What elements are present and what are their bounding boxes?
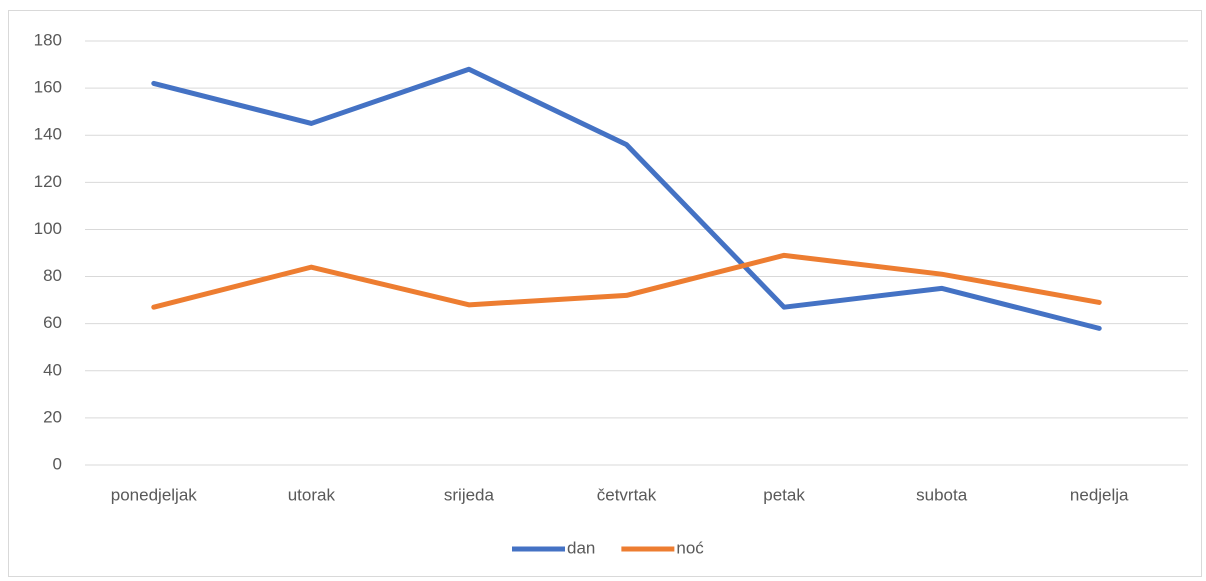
- x-tick-label: utorak: [288, 485, 336, 504]
- series-line: [151, 66, 1102, 331]
- x-tick-label: subota: [916, 485, 968, 504]
- y-tick-label: 0: [53, 454, 62, 473]
- legend-label: noć: [676, 538, 704, 557]
- series-line: [151, 252, 1102, 310]
- x-tick-label: petak: [763, 485, 805, 504]
- y-tick-label: 140: [34, 125, 62, 144]
- x-tick-label: ponedjeljak: [111, 485, 198, 504]
- x-tick-label: nedjelja: [1070, 485, 1129, 504]
- x-tick-label: srijeda: [444, 485, 495, 504]
- y-tick-label: 60: [43, 313, 62, 332]
- y-tick-label: 160: [34, 78, 62, 97]
- y-tick-label: 180: [34, 30, 62, 49]
- x-tick-label: četvrtak: [597, 485, 657, 504]
- legend-label: dan: [567, 538, 595, 557]
- y-tick-label: 40: [43, 360, 62, 379]
- y-tick-label: 100: [34, 219, 62, 238]
- y-tick-label: 120: [34, 172, 62, 191]
- y-tick-label: 80: [43, 266, 62, 285]
- y-tick-label: 20: [43, 407, 62, 426]
